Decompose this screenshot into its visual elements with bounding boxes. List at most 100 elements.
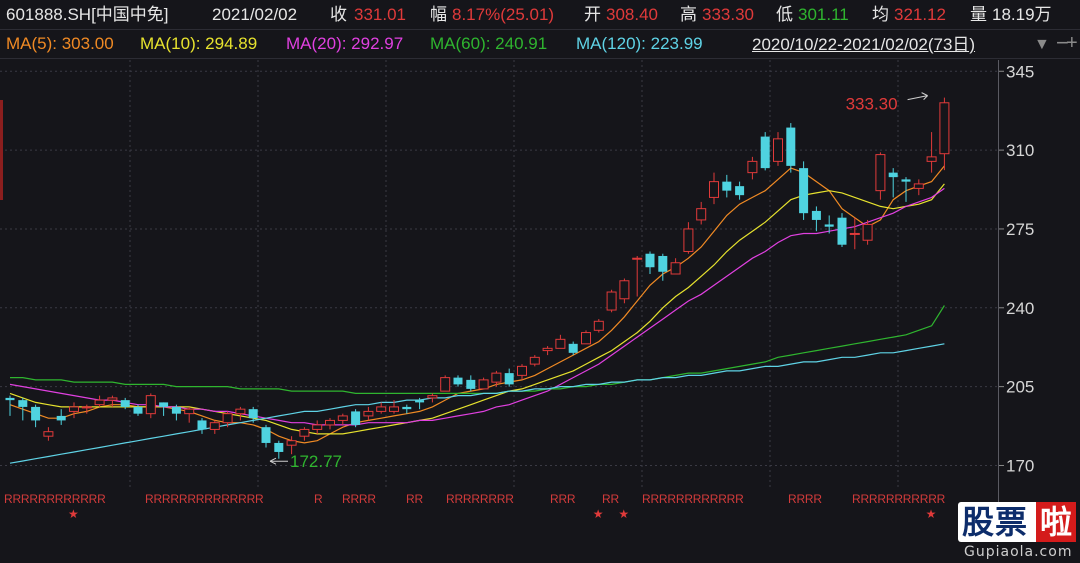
candle-down	[351, 411, 361, 425]
candle-up	[184, 408, 195, 415]
candle-up	[709, 181, 719, 198]
watermark-url: Gupiaola.com	[964, 544, 1073, 560]
open-value: 308.40	[606, 5, 658, 24]
r-marker-group: RRRR	[788, 492, 822, 506]
candle-down	[568, 343, 578, 353]
candle-down	[811, 210, 821, 220]
candle-up	[235, 408, 246, 415]
candle-up	[427, 395, 438, 399]
high-pointer-line	[907, 95, 928, 101]
candle-up	[926, 156, 937, 162]
candle-up	[875, 154, 886, 192]
r-marker-group: RRRRRRRRRRRRRR	[145, 492, 264, 506]
r-marker-group: RR	[406, 492, 423, 506]
candle-down	[799, 168, 809, 214]
change-label: 幅	[430, 5, 447, 24]
r-marker-group: RRRRRRRRRRR	[852, 492, 946, 506]
candle-up	[299, 428, 310, 437]
minus-icon[interactable]: −	[1056, 30, 1069, 55]
candle-up	[581, 332, 591, 345]
plus-icon[interactable]: +	[1066, 32, 1078, 54]
candle-up	[389, 406, 399, 412]
candle-down	[453, 377, 463, 385]
moving-average-legend: MA(5): 303.00 MA(10): 294.89 MA(20): 292…	[0, 30, 1080, 58]
quote-date: 2021/02/02	[212, 5, 298, 24]
y-tick-label: 275	[1006, 220, 1034, 239]
candle-up	[222, 413, 233, 424]
candle-down	[645, 253, 655, 268]
y-tick-label: 345	[1006, 62, 1034, 81]
stock-info-header: 601888.SH[中国中免] 2021/02/02 收 331.01 幅 8.…	[0, 0, 1080, 30]
y-tick-label: 205	[1006, 378, 1034, 397]
low-pointer-arrow	[269, 457, 277, 465]
candle-up	[773, 138, 783, 162]
star-marker: ★	[926, 507, 937, 521]
candle-down	[274, 442, 284, 452]
high-value: 333.30	[702, 5, 754, 24]
high-annotation: 333.30	[846, 95, 898, 114]
r-marker-group: RRRR	[342, 492, 376, 506]
ma-line-ma60	[10, 305, 945, 394]
r-marker-group: RRR	[550, 492, 576, 506]
candle-down	[658, 255, 668, 272]
candle-down	[824, 224, 834, 227]
ma-line-ma120	[9, 343, 945, 464]
candle-up	[849, 232, 860, 235]
r-marker-group: RRRRRRRRRRRR	[642, 492, 744, 506]
y-tick-label: 170	[1006, 456, 1034, 475]
candle-down	[5, 397, 15, 401]
candle-down	[18, 400, 28, 407]
triangle-down-icon[interactable]: ▼	[1034, 36, 1050, 53]
legend-ma120: MA(120): 223.99	[576, 34, 703, 53]
candle-up	[606, 291, 617, 311]
candle-down	[171, 406, 181, 414]
candle-up	[312, 424, 323, 430]
low-annotation: 172.77	[290, 452, 342, 471]
candle-up	[94, 399, 105, 406]
candle-up	[913, 183, 924, 189]
candle-down	[31, 406, 41, 421]
candle-down	[760, 136, 770, 169]
candle-down	[120, 400, 130, 407]
candle-down	[56, 415, 66, 421]
candle-up	[363, 410, 374, 417]
candle-down	[248, 409, 258, 419]
change-value: 8.17%(25.01)	[452, 5, 555, 24]
candle-up	[696, 208, 707, 221]
candle-down	[901, 179, 911, 182]
candle-up	[632, 257, 643, 260]
candle-up	[555, 338, 566, 349]
candle-up	[286, 440, 297, 446]
watermark-logo: 股票 啦 Gupiaola.com	[958, 502, 1076, 560]
candle-down	[504, 373, 514, 385]
candle-up	[491, 372, 502, 383]
candle-up	[517, 365, 527, 376]
volume-label: 量	[970, 5, 987, 24]
candle-down	[837, 217, 847, 245]
candle-up	[69, 406, 79, 412]
legend-ma5: MA(5): 303.00	[6, 34, 114, 53]
candle-down	[722, 181, 732, 191]
candle-down	[133, 406, 143, 414]
candle-down	[159, 402, 169, 407]
candle-up	[145, 395, 156, 415]
candle-up	[325, 419, 335, 426]
candle-up	[376, 406, 387, 412]
date-range-selector[interactable]: 2020/10/22-2021/02/02(73日)	[752, 35, 976, 54]
candle-down	[197, 420, 207, 430]
candle-up	[440, 377, 451, 392]
r-marker-group: R	[314, 492, 323, 506]
y-tick-label: 310	[1006, 141, 1034, 160]
low-label: 低	[776, 5, 793, 24]
star-marker: ★	[593, 507, 604, 521]
candle-up	[43, 431, 54, 437]
legend-ma10: MA(10): 294.89	[140, 34, 258, 53]
candle-down	[888, 172, 898, 178]
candle-down	[402, 406, 412, 410]
stock-symbol: 601888.SH[中国中免]	[6, 5, 169, 24]
avg-label: 均	[872, 5, 889, 24]
legend-ma60: MA(60): 240.91	[430, 34, 548, 53]
star-marker: ★	[618, 507, 629, 521]
candle-down	[415, 400, 425, 403]
